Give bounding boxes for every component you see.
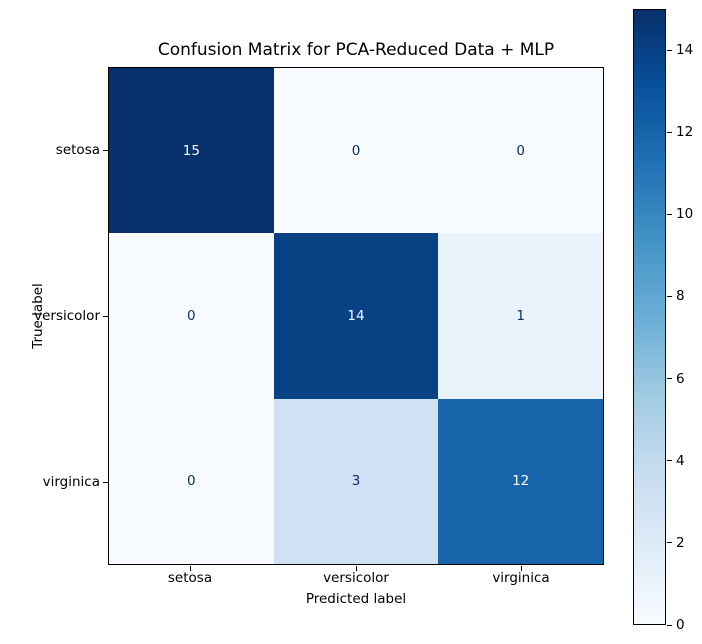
colorbar-tick-label: 10	[676, 206, 694, 223]
matrix-cell-virginica-virginica: 12	[438, 398, 603, 564]
y-tick-mark	[103, 316, 108, 317]
colorbar-ticks: 0 2 4 6 8 10 12 14	[667, 9, 701, 633]
colorbar-tick-label: 2	[676, 534, 685, 551]
colorbar-tick-label: 0	[676, 617, 685, 633]
matrix-cell-versicolor-virginica: 1	[438, 233, 603, 399]
colorbar-tick-label: 4	[676, 452, 685, 469]
x-tick-label-setosa: setosa	[167, 570, 213, 586]
colorbar-tick: 4	[667, 453, 685, 469]
x-tick-mark	[356, 566, 357, 571]
colorbar-tick-label: 6	[676, 370, 685, 387]
y-tick-label-virginica: virginica	[42, 474, 100, 490]
colorbar-tick-mark	[667, 213, 672, 215]
x-tick-mark	[521, 566, 522, 571]
colorbar-tick-mark	[667, 131, 672, 133]
x-tick-mark	[190, 566, 191, 571]
y-tick-label-versicolor: versicolor	[34, 308, 100, 324]
colorbar-tick: 8	[667, 288, 685, 304]
x-tick-label-virginica: virginica	[492, 570, 550, 586]
colorbar-tick: 10	[667, 206, 693, 222]
x-tick-label-versicolor: versicolor	[323, 570, 389, 586]
heatmap-grid: 15 0 0 0 14 1 0 3 12	[108, 67, 604, 565]
colorbar-tick: 2	[667, 535, 685, 551]
matrix-cell-setosa-virginica: 0	[438, 68, 603, 234]
matrix-cell-versicolor-setosa: 0	[109, 233, 274, 399]
matrix-cell-setosa-setosa: 15	[109, 68, 274, 234]
y-tick-mark	[103, 150, 108, 151]
colorbar-tick: 12	[667, 124, 693, 140]
colorbar-tick-mark	[667, 49, 672, 51]
y-tick-mark	[103, 482, 108, 483]
colorbar-tick-mark	[667, 624, 672, 626]
matrix-cell-versicolor-versicolor: 14	[273, 233, 439, 399]
colorbar-tick-mark	[667, 295, 672, 297]
colorbar	[633, 9, 666, 625]
colorbar-tick-label: 14	[676, 42, 694, 59]
matrix-cell-setosa-versicolor: 0	[273, 68, 439, 234]
matrix-cell-virginica-versicolor: 3	[273, 398, 439, 564]
matrix-cell-virginica-setosa: 0	[109, 398, 274, 564]
colorbar-tick-mark	[667, 460, 672, 462]
chart-title: Confusion Matrix for PCA-Reduced Data + …	[157, 40, 555, 60]
x-axis-label: Predicted label	[305, 591, 407, 607]
colorbar-tick-label: 12	[676, 124, 694, 141]
colorbar-tick-label: 8	[676, 288, 685, 305]
colorbar-tick: 14	[667, 42, 693, 58]
colorbar-tick-mark	[667, 542, 672, 544]
colorbar-tick-mark	[667, 378, 672, 380]
y-tick-label-setosa: setosa	[55, 142, 100, 158]
colorbar-tick: 6	[667, 371, 685, 387]
colorbar-tick: 0	[667, 617, 685, 633]
